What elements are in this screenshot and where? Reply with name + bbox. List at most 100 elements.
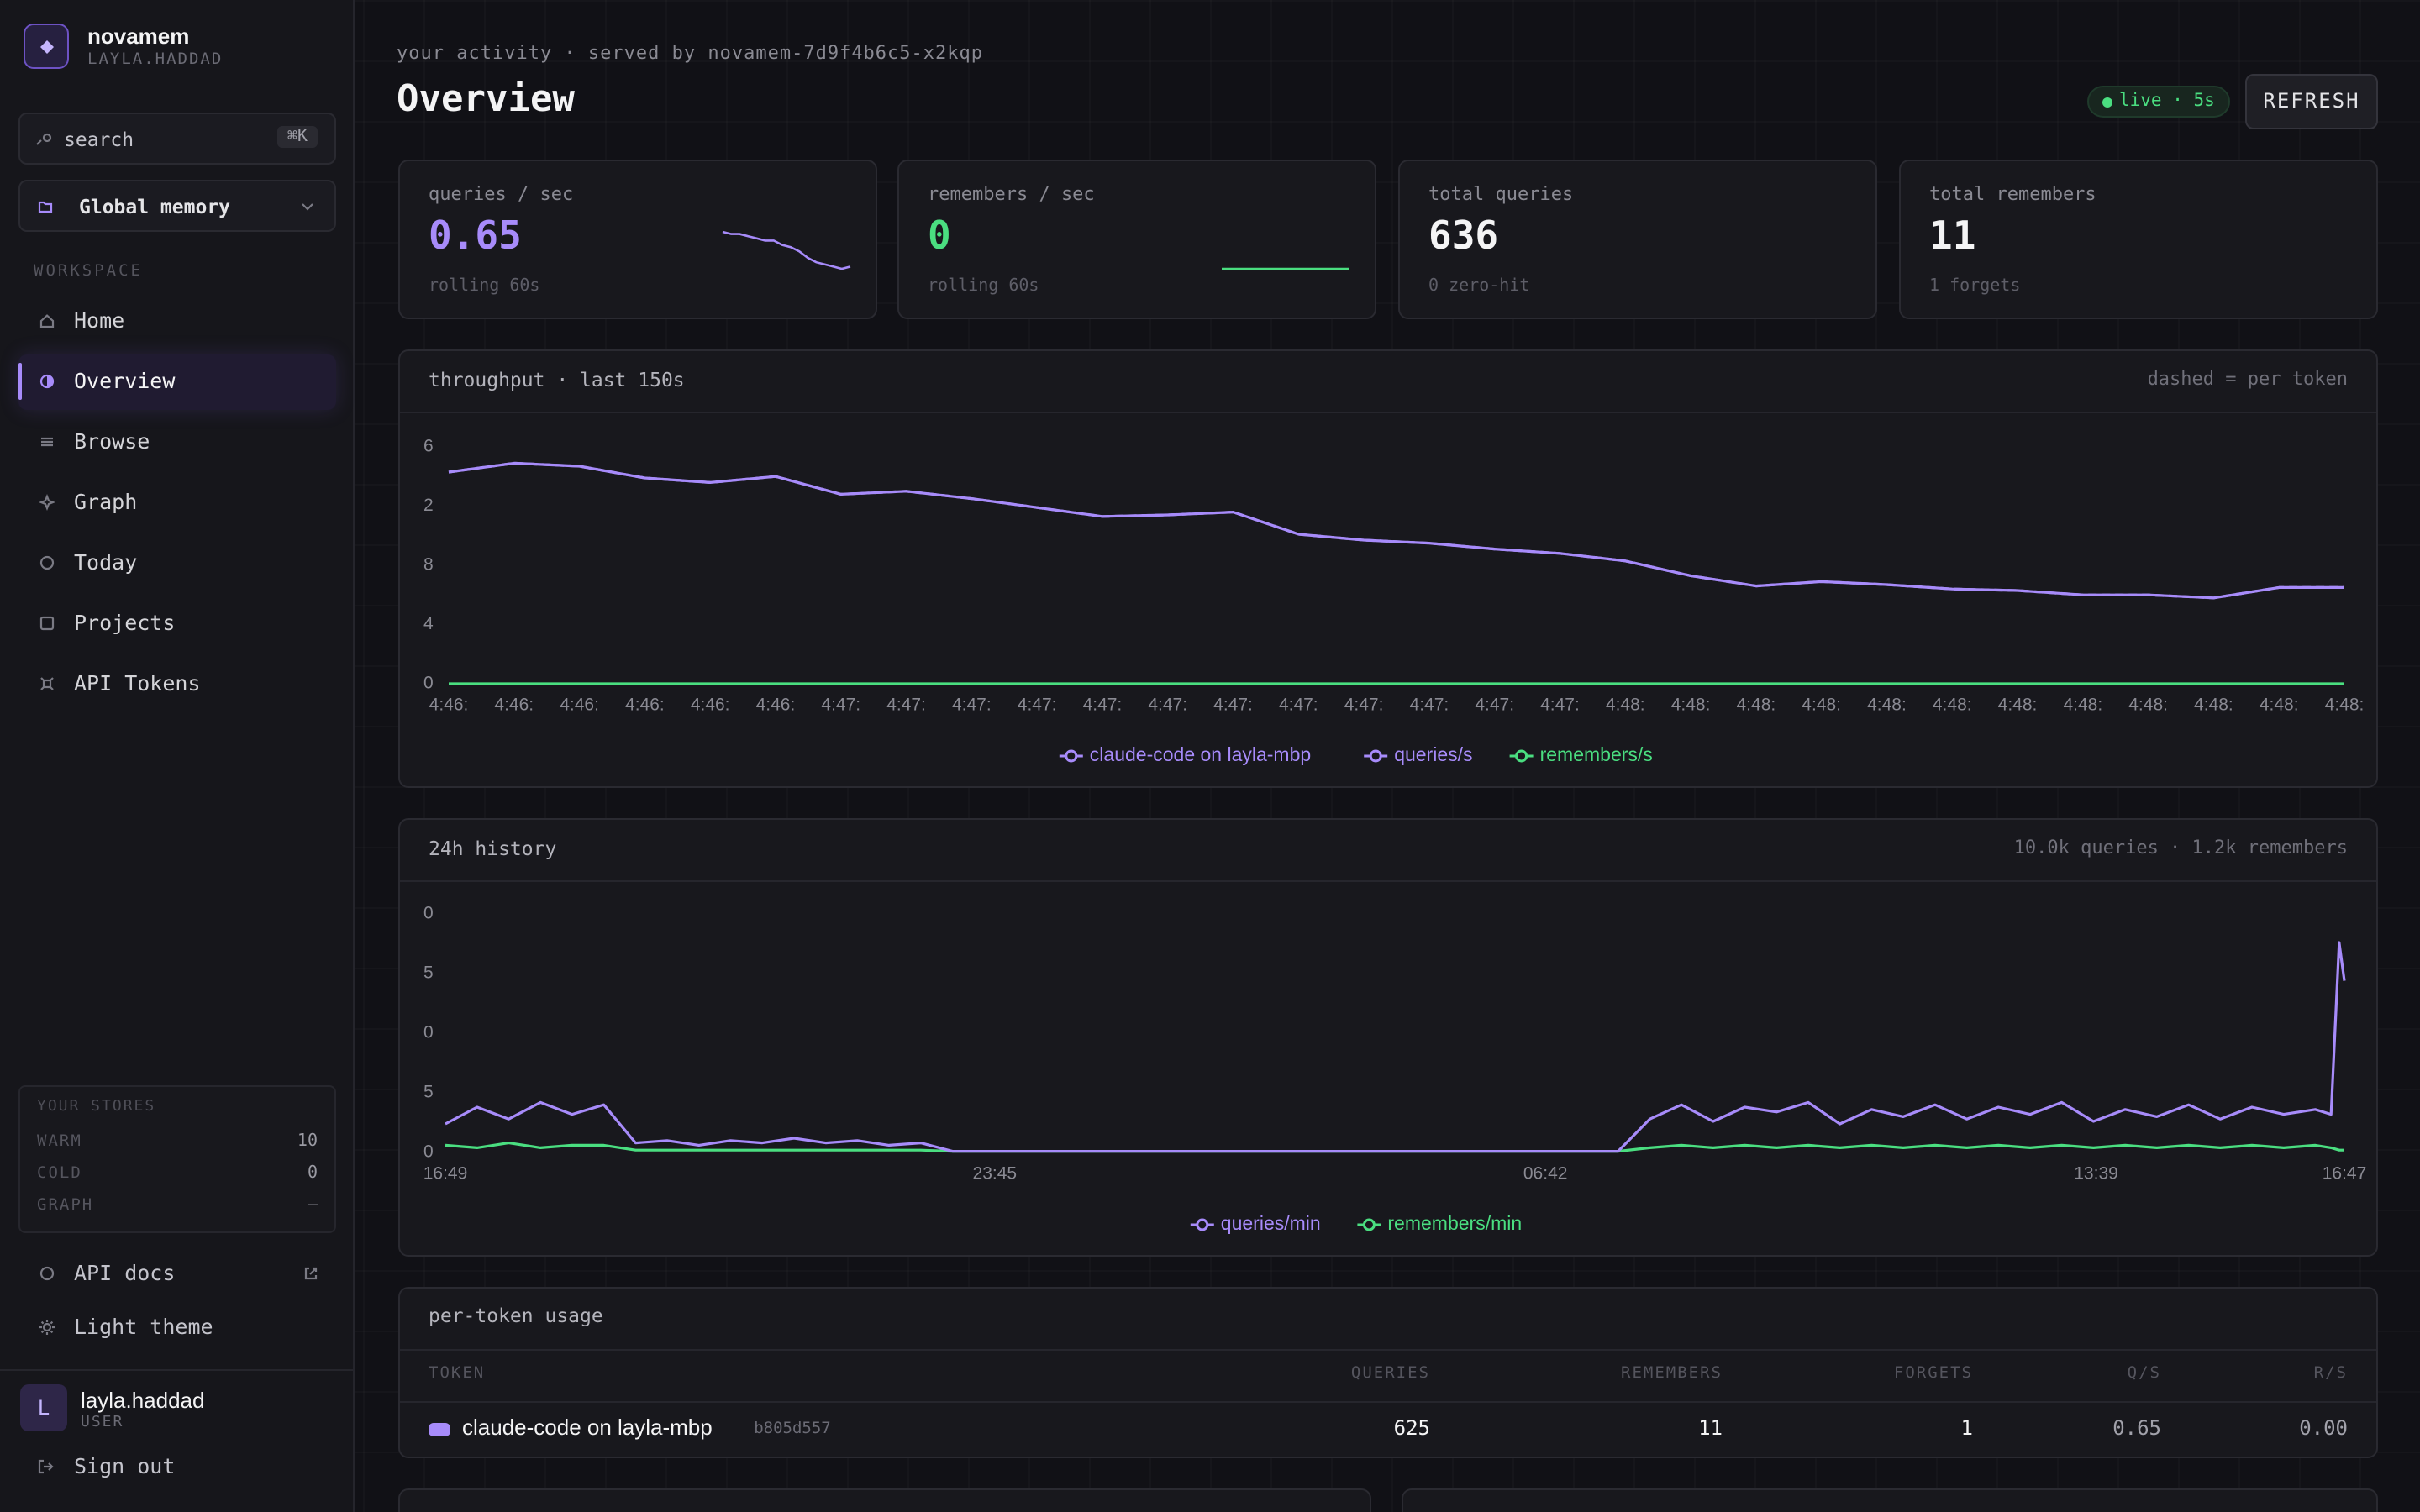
x-tick-label: 4:48: — [1737, 696, 1776, 715]
live-dot — [2102, 97, 2112, 108]
series-line — [448, 461, 2344, 600]
sidebar-separator — [0, 1369, 355, 1371]
icon — [39, 616, 55, 631]
icon-shape — [38, 201, 53, 213]
stat-label: total remembers — [1929, 183, 2096, 205]
icon — [40, 677, 54, 690]
y-tick-label: 5 — [424, 1083, 434, 1102]
token-id: b805d557 — [754, 1420, 831, 1438]
table-card: per-token usage TOKEN QUERIES REMEMBERS FORG… — [398, 1287, 2378, 1458]
card — [398, 1488, 1371, 1512]
sparkline-line — [722, 230, 851, 270]
sparkline — [722, 230, 851, 270]
icon — [41, 437, 53, 447]
legend-label: remembers/s — [1540, 743, 1653, 765]
icon-shape — [39, 1320, 55, 1335]
series-line — [448, 461, 2344, 600]
y-tick-label: 0 — [424, 1142, 434, 1162]
nav-label: Graph — [74, 489, 138, 514]
nav-item[interactable]: Projects — [18, 596, 336, 652]
stat-value: 636 — [1428, 215, 1499, 259]
account: LAYLA.HADDAD — [87, 50, 224, 69]
logo — [24, 24, 69, 69]
nav-item[interactable]: Overview — [18, 354, 336, 410]
refresh-button[interactable]: REFRESH — [2245, 74, 2378, 129]
brand: novamem — [87, 24, 190, 49]
sidebar-link[interactable]: Light theme — [74, 1314, 213, 1339]
legend-label: remembers/min — [1387, 1212, 1522, 1234]
chart: 0 4 8 2 6 4:46: 4:46: 4:46: 4:46: 4:46: 4:46: 4:47:… — [424, 437, 2365, 766]
store-value: 0 — [307, 1164, 318, 1183]
x-tick-label: 16:49 — [424, 1164, 468, 1184]
icon-shape — [40, 677, 54, 690]
table-cell: 625 — [1393, 1416, 1430, 1440]
chart-header-line — [400, 880, 2376, 882]
scope-select[interactable]: Global memory — [18, 180, 336, 232]
table-cell: 11 — [1698, 1416, 1723, 1440]
sidebar-link[interactable]: API docs — [74, 1260, 176, 1285]
user-name: layla.haddad — [81, 1388, 205, 1413]
nav-item[interactable]: API Tokens — [18, 657, 336, 712]
x-tick-label: 4:48: — [1606, 696, 1645, 715]
y-tick-label: 0 — [424, 1023, 434, 1042]
x-tick-label: 4:48: — [1671, 696, 1711, 715]
avatar: L — [20, 1384, 67, 1431]
x-tick-label: 13:39 — [2074, 1164, 2118, 1184]
icon — [304, 1267, 318, 1280]
sidebar — [0, 0, 355, 1512]
x-tick-label: 4:47: — [1410, 696, 1449, 715]
scope-label: Global memory — [79, 195, 231, 218]
series-line — [445, 941, 2346, 1153]
nav-item[interactable]: Today — [18, 536, 336, 591]
store-value: — — [307, 1196, 318, 1215]
nav-label: Today — [74, 549, 138, 575]
x-tick-label: 4:47: — [1148, 696, 1187, 715]
table-line — [400, 1349, 2376, 1351]
x-tick-label: 4:48: — [2325, 696, 2365, 715]
logo-diamond — [40, 40, 54, 54]
nav-item[interactable]: Browse — [18, 415, 336, 470]
nav-label: Overview — [74, 368, 176, 393]
legend-label: queries/s — [1394, 743, 1472, 765]
chart-title: throughput · last 150s — [429, 368, 685, 391]
legend-label: queries/min — [1221, 1212, 1321, 1234]
y-tick-label: 4 — [424, 614, 434, 633]
search-box[interactable]: search ⌘K — [18, 113, 336, 165]
x-tick-label: 4:48: — [1867, 696, 1907, 715]
x-tick-label: 4:46: — [494, 696, 534, 715]
context: your activity · served by novamem-7d9f4b… — [397, 42, 984, 64]
legend-swatch — [1369, 749, 1382, 763]
table-title: per-token usage — [429, 1304, 603, 1327]
sign-out[interactable]: Sign out — [74, 1453, 176, 1478]
x-tick-label: 4:48: — [1998, 696, 2038, 715]
nav-label: Browse — [74, 428, 150, 454]
nav-item[interactable]: Home — [18, 294, 336, 349]
section-label: WORKSPACE — [34, 262, 143, 281]
stat-card: total queries 636 0 zero-hit — [1398, 160, 1877, 319]
stat-note: rolling 60s — [928, 277, 1039, 296]
refresh-label: REFRESH — [2263, 89, 2360, 113]
column-header: FORGETS — [1893, 1364, 1973, 1383]
x-tick-label: 4:47: — [1083, 696, 1123, 715]
nav-item[interactable]: Graph — [18, 475, 336, 531]
x-tick-label: 16:47 — [2323, 1164, 2367, 1184]
icon-shape — [47, 375, 53, 387]
stat-value: 11 — [1929, 215, 1976, 259]
icon-shape — [39, 555, 55, 570]
x-tick-label: 06:42 — [1523, 1164, 1568, 1184]
legend-swatch — [1196, 1218, 1209, 1231]
stores-title: YOUR STORES — [37, 1099, 156, 1116]
y-tick-label: 5 — [424, 963, 434, 983]
x-tick-label: 4:46: — [625, 696, 665, 715]
x-tick-label: 4:48: — [2063, 696, 2102, 715]
stat-label: total queries — [1428, 183, 1574, 205]
x-tick-label: 4:47: — [886, 696, 926, 715]
column-header: R/S — [2313, 1364, 2348, 1383]
icon — [39, 1266, 55, 1281]
x-tick-label: 4:46: — [691, 696, 730, 715]
icon — [36, 133, 52, 145]
store-label: COLD — [37, 1164, 82, 1183]
stores-box: YOUR STORES WARM 10 COLD 0 GRAPH — — [18, 1085, 336, 1233]
nav-label: API Tokens — [74, 670, 201, 696]
